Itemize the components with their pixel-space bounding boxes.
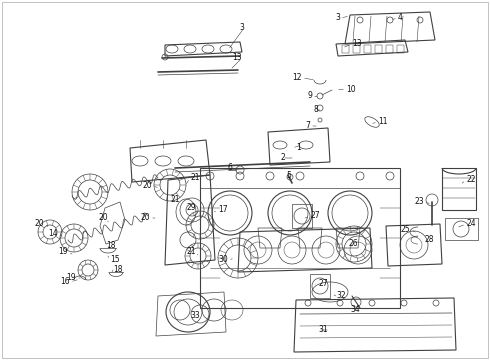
Text: 3: 3 [239, 23, 244, 32]
Text: 34: 34 [350, 306, 360, 315]
Bar [353, 45, 360, 53]
Text: 31: 31 [318, 325, 328, 334]
Text: 26: 26 [348, 239, 358, 248]
Text: 24: 24 [466, 220, 476, 229]
Text: 20: 20 [140, 213, 150, 222]
Text: 11: 11 [378, 117, 388, 126]
Text: 28: 28 [424, 235, 434, 244]
Bar [397, 45, 404, 53]
Text: 25: 25 [400, 225, 410, 234]
Text: 16: 16 [60, 278, 70, 287]
Text: 8: 8 [313, 105, 318, 114]
Text: 18: 18 [113, 266, 122, 274]
Text: 32: 32 [336, 292, 345, 301]
Text: 23: 23 [415, 198, 424, 207]
Text: 21: 21 [170, 195, 179, 204]
Text: 19: 19 [66, 274, 76, 283]
Text: 30: 30 [218, 256, 228, 265]
Text: 29: 29 [186, 203, 196, 212]
Bar [310, 274, 330, 298]
Text: 18: 18 [106, 240, 116, 249]
Bar [375, 45, 382, 53]
Text: 3: 3 [335, 13, 340, 22]
Text: 2: 2 [280, 153, 285, 162]
Text: 20: 20 [143, 181, 152, 190]
Text: 17: 17 [218, 206, 228, 215]
Text: 15: 15 [110, 256, 120, 265]
Text: 33: 33 [190, 311, 200, 320]
Bar [342, 45, 349, 53]
Text: 20: 20 [98, 213, 108, 222]
Text: 20: 20 [34, 220, 44, 229]
Text: 13: 13 [352, 40, 362, 49]
Text: 7: 7 [305, 122, 310, 130]
Text: 21: 21 [190, 174, 199, 183]
Text: 22: 22 [466, 175, 475, 184]
Text: 10: 10 [346, 85, 356, 94]
Text: 27: 27 [318, 279, 328, 288]
Bar [386, 45, 393, 53]
Bar [364, 45, 371, 53]
Text: 5: 5 [286, 171, 291, 180]
Text: 12: 12 [293, 73, 302, 82]
Text: 21: 21 [187, 248, 196, 256]
Text: 9: 9 [307, 91, 312, 100]
Text: 27: 27 [310, 211, 319, 220]
Bar [292, 204, 312, 228]
Text: 14: 14 [49, 230, 58, 238]
Text: 19: 19 [58, 248, 68, 256]
Bar [200, 168, 400, 308]
Text: 1: 1 [296, 144, 301, 153]
Text: 13: 13 [232, 54, 242, 63]
Text: 6: 6 [227, 163, 232, 172]
Text: 4: 4 [398, 13, 403, 22]
